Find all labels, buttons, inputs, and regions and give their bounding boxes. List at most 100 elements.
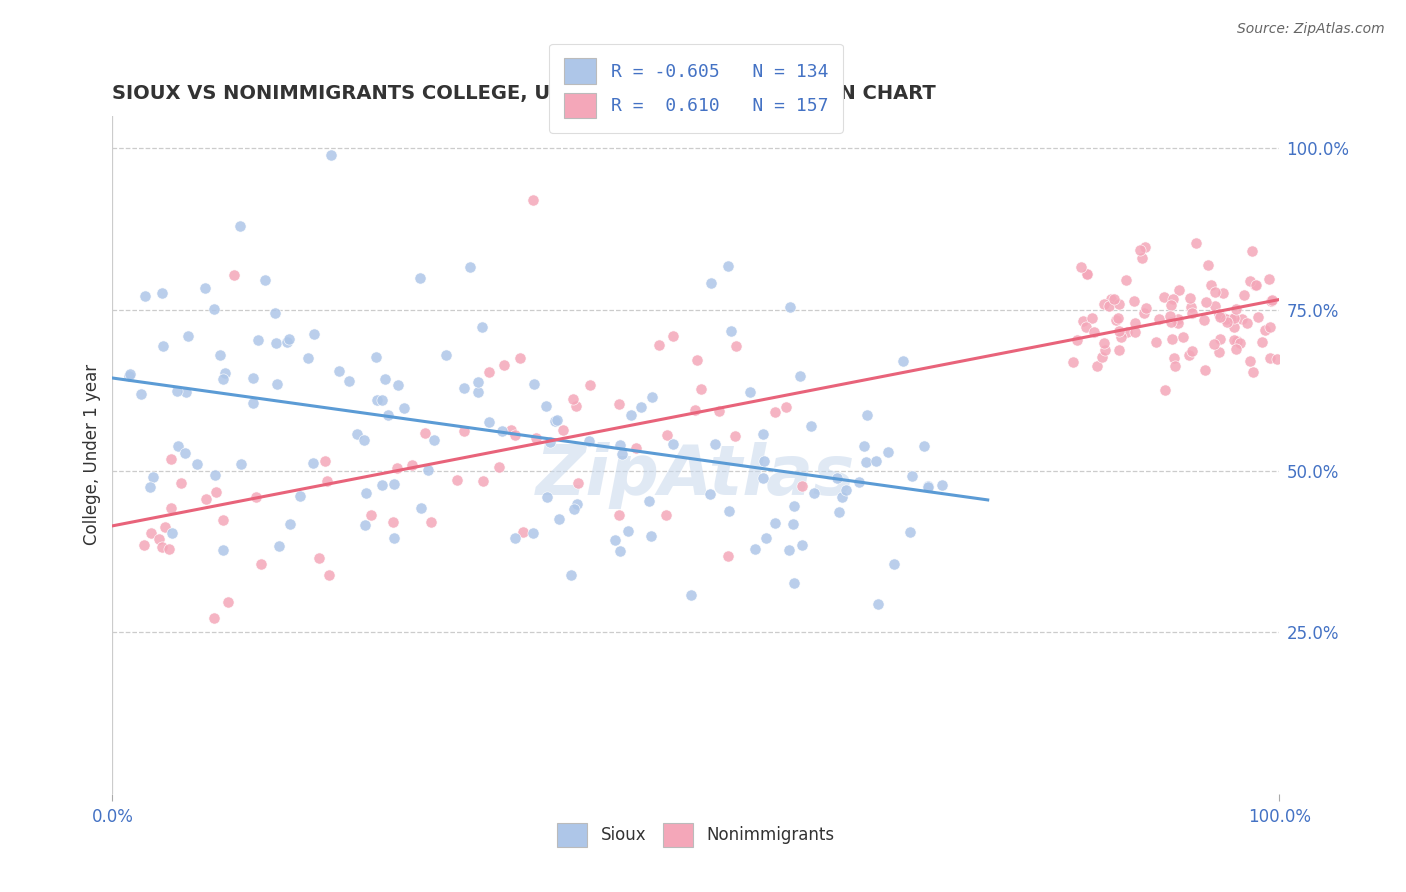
Point [1153, 383, 1175, 397]
Point [717, 549, 740, 563]
Point [314, 453, 336, 467]
Point [1099, 293, 1122, 307]
Point [478, 416, 501, 430]
Point [212, 542, 235, 557]
Point [467, 384, 489, 399]
Point [264, 336, 287, 351]
Point [413, 425, 436, 440]
Point [783, 499, 806, 513]
Point [1180, 300, 1202, 314]
Point [1229, 336, 1251, 351]
Point [1209, 310, 1232, 325]
Point [1204, 299, 1226, 313]
Point [1071, 314, 1094, 328]
Point [302, 456, 325, 470]
Point [638, 494, 661, 508]
Point [790, 479, 813, 493]
Point [657, 428, 679, 442]
Point [381, 515, 404, 529]
Point [162, 525, 184, 540]
Point [752, 426, 775, 441]
Point [522, 193, 544, 207]
Point [683, 402, 706, 417]
Point [1144, 335, 1167, 350]
Text: Source: ZipAtlas.com: Source: ZipAtlas.com [1237, 22, 1385, 37]
Point [522, 525, 544, 540]
Point [640, 529, 662, 543]
Point [212, 372, 235, 386]
Point [1116, 325, 1139, 339]
Point [1241, 365, 1264, 379]
Point [416, 463, 439, 477]
Point [1257, 271, 1279, 285]
Point [318, 568, 340, 582]
Point [1091, 351, 1114, 365]
Point [717, 504, 740, 518]
Point [523, 376, 546, 391]
Point [1066, 334, 1088, 348]
Point [866, 597, 889, 611]
Point [467, 376, 489, 390]
Point [266, 376, 288, 391]
Point [1212, 286, 1234, 301]
Point [883, 557, 905, 571]
Point [800, 419, 823, 434]
Point [641, 391, 664, 405]
Point [536, 490, 558, 504]
Point [214, 366, 236, 380]
Point [167, 439, 190, 453]
Point [538, 434, 561, 449]
Point [865, 454, 887, 468]
Point [385, 461, 408, 475]
Point [763, 405, 786, 419]
Point [827, 471, 849, 485]
Point [194, 281, 217, 295]
Point [267, 540, 290, 554]
Point [174, 385, 197, 400]
Point [775, 400, 797, 414]
Point [778, 542, 800, 557]
Point [411, 501, 433, 516]
Point [917, 480, 939, 494]
Point [209, 348, 232, 362]
Point [387, 378, 409, 392]
Point [1123, 294, 1146, 309]
Point [401, 458, 423, 472]
Point [546, 413, 568, 427]
Point [855, 455, 877, 469]
Point [648, 338, 671, 352]
Point [700, 276, 723, 290]
Point [1160, 298, 1182, 312]
Point [1201, 277, 1223, 292]
Point [202, 611, 225, 625]
Point [630, 400, 652, 414]
Point [1092, 297, 1115, 311]
Point [382, 477, 405, 491]
Point [544, 414, 567, 428]
Point [1107, 311, 1129, 326]
Point [316, 474, 339, 488]
Point [242, 370, 264, 384]
Point [1094, 343, 1116, 358]
Point [931, 478, 953, 492]
Point [354, 486, 377, 500]
Point [150, 541, 173, 555]
Point [492, 358, 515, 372]
Point [1219, 311, 1241, 326]
Point [377, 408, 399, 422]
Point [1153, 290, 1175, 304]
Point [607, 508, 630, 522]
Point [662, 437, 685, 451]
Point [1223, 320, 1246, 334]
Point [524, 431, 547, 445]
Point [1109, 329, 1132, 343]
Point [699, 487, 721, 501]
Point [276, 335, 298, 350]
Point [828, 505, 851, 519]
Point [1098, 299, 1121, 313]
Point [346, 426, 368, 441]
Point [308, 550, 330, 565]
Point [142, 469, 165, 483]
Point [1178, 291, 1201, 305]
Point [217, 595, 239, 609]
